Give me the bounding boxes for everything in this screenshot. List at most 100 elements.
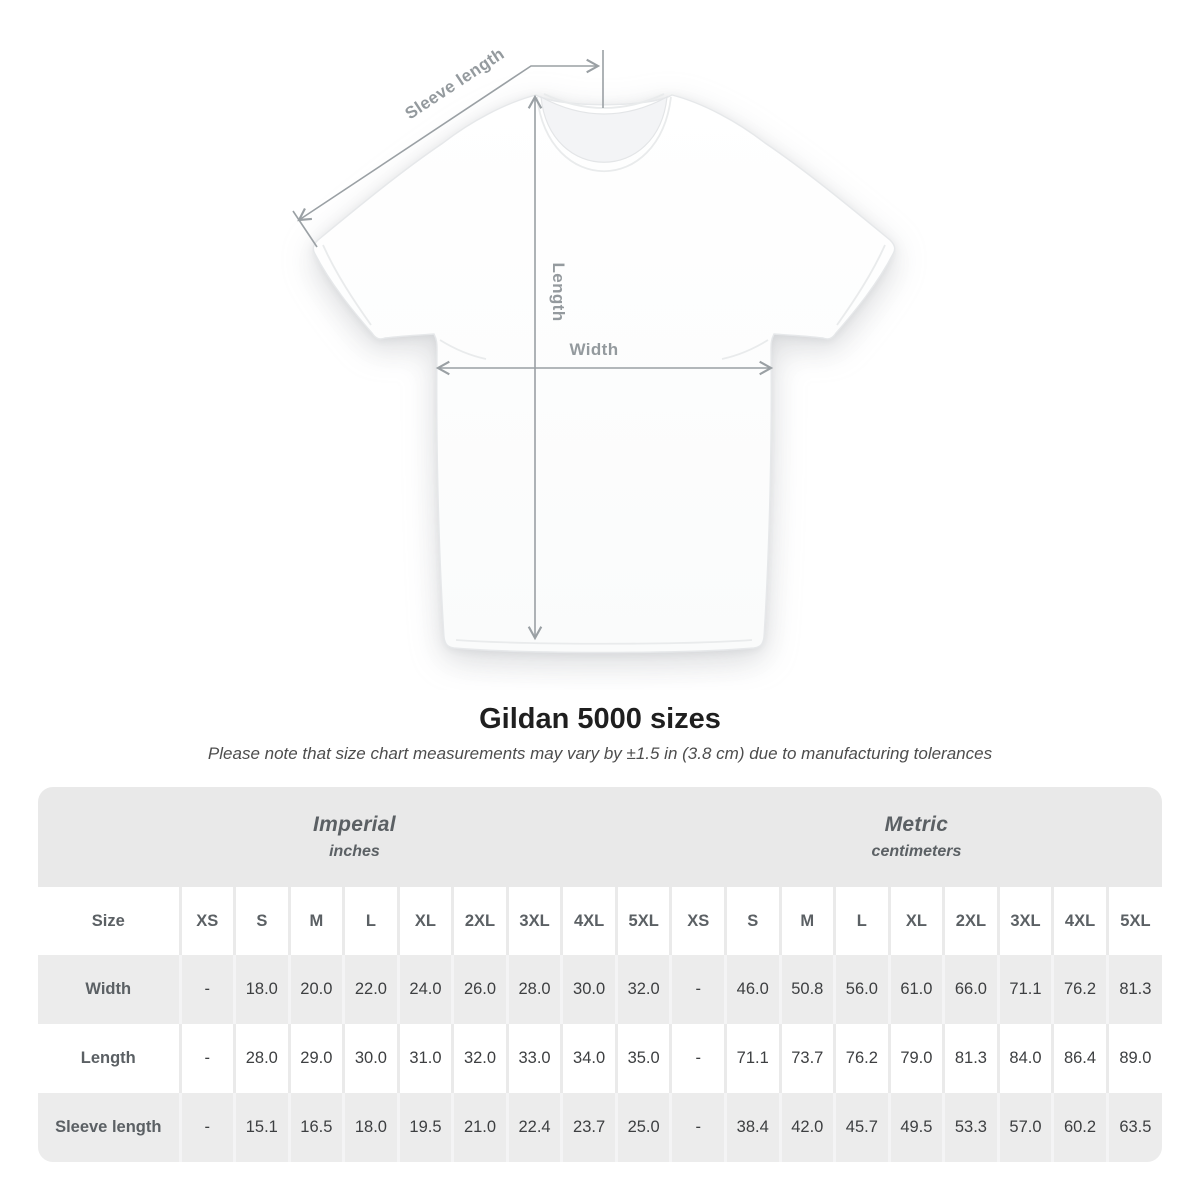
right-cuff-seam [836,244,886,326]
imperial-xl-sleeve-length: 19.5 [396,1093,453,1162]
imperial-size-header-4xl: 4XL [560,887,617,955]
metric-xs-sleeve-length: - [669,1093,726,1162]
metric-m-sleeve-length: 42.0 [778,1093,835,1162]
metric-size-header-s: S [723,887,781,955]
metric-l-sleeve-length: 45.7 [833,1093,890,1162]
tolerance-note: Please note that size chart measurements… [207,744,993,763]
left-cuff-seam [322,244,372,326]
imperial-5xl-width: 32.0 [614,955,671,1024]
imperial-m-width: 20.0 [287,955,344,1024]
imperial-size-header-xs: XS [178,887,235,955]
imperial-size-header-m: M [287,887,344,955]
imperial-xs-length: - [178,1024,235,1093]
imperial-size-header-3xl: 3XL [505,887,562,955]
size-chart-table: Imperial inches Metric centimeters Size … [38,787,1162,1162]
unit-group-row: Imperial inches Metric centimeters [38,787,1162,887]
size-chart-card: Imperial inches Metric centimeters Size … [38,787,1162,1162]
imperial-4xl-length: 34.0 [560,1024,617,1093]
size-header-row: Size XS S M L XL 2XL 3XL 4XL 5XL XS S M L XL 2XL 3XL 4XL… [38,887,1162,955]
metric-5xl-length: 89.0 [1105,1024,1162,1093]
row-label-sleeve-length: Sleeve length [55,1118,162,1136]
metric-xl-width: 61.0 [887,955,944,1024]
metric-size-header-5xl: 5XL [1105,887,1162,955]
metric-2xl-sleeve-length: 53.3 [942,1093,999,1162]
imperial-xs-width: - [178,955,235,1024]
imperial-4xl-width: 30.0 [560,955,617,1024]
measurement-annotations [292,50,774,641]
left-armpit-crease [439,339,487,360]
metric-5xl-sleeve-length: 63.5 [1105,1093,1162,1162]
imperial-2xl-width: 26.0 [451,955,508,1024]
metric-l-width: 56.0 [833,955,890,1024]
imperial-l-sleeve-length: 18.0 [342,1093,399,1162]
imperial-size-header-xl: XL [396,887,453,955]
size-column-header: Size [38,887,180,955]
metric-3xl-width: 71.1 [996,955,1053,1024]
tshirt-illustration [292,50,896,654]
imperial-xl-width: 24.0 [396,955,453,1024]
bottom-hem-seam [455,639,753,645]
imperial-m-length: 29.0 [287,1024,344,1093]
imperial-xs-sleeve-length: - [178,1093,235,1162]
metric-size-header-l: L [833,887,890,955]
tshirt-outline [312,94,896,654]
imperial-l-length: 30.0 [342,1024,399,1093]
tshirt-shape [312,93,896,654]
imperial-size-header-2xl: 2XL [451,887,508,955]
imperial-2xl-length: 32.0 [451,1024,508,1093]
imperial-label: Imperial [312,813,396,836]
imperial-m-sleeve-length: 16.5 [287,1093,344,1162]
imperial-size-header-5xl: 5XL [614,887,671,955]
metric-xs-width: - [669,955,726,1024]
imperial-s-sleeve-length: 15.1 [233,1093,290,1162]
imperial-s-width: 18.0 [233,955,290,1024]
length-label: Length [549,262,568,322]
sleeve-length-arrow [297,58,601,222]
imperial-size-header-s: S [233,887,290,955]
row-length: Length -28.0 29.0 30.0 31.0 32.0 33.0 34.0 35.0-… [38,1024,1162,1093]
metric-2xl-length: 81.3 [942,1024,999,1093]
metric-2xl-width: 66.0 [942,955,999,1024]
metric-size-header-xl: XL [887,887,944,955]
imperial-group-header: Imperial inches [38,787,671,887]
metric-s-sleeve-length: 38.4 [723,1093,781,1162]
metric-4xl-width: 76.2 [1051,955,1108,1024]
imperial-3xl-length: 33.0 [505,1024,562,1093]
sleeve-extension-tick [292,210,318,248]
metric-4xl-length: 86.4 [1051,1024,1108,1093]
metric-size-header-2xl: 2XL [942,887,999,955]
imperial-size-header-l: L [342,887,399,955]
imperial-3xl-sleeve-length: 22.4 [505,1093,562,1162]
tshirt-measurement-diagram: Sleeve length Length Width [292,44,896,654]
imperial-xl-length: 31.0 [396,1024,453,1093]
row-label-width: Width [85,980,132,998]
metric-s-width: 46.0 [723,955,781,1024]
metric-xl-sleeve-length: 49.5 [887,1093,944,1162]
imperial-l-width: 22.0 [342,955,399,1024]
imperial-5xl-sleeve-length: 25.0 [614,1093,671,1162]
metric-group-header: Metric centimeters [670,787,1162,887]
metric-5xl-width: 81.3 [1105,955,1162,1024]
imperial-unit: inches [329,843,380,860]
metric-m-length: 73.7 [778,1024,835,1093]
metric-size-header-xs: XS [669,887,726,955]
metric-size-header-3xl: 3XL [996,887,1053,955]
metric-l-length: 76.2 [833,1024,890,1093]
metric-s-length: 71.1 [723,1024,781,1093]
imperial-2xl-sleeve-length: 21.0 [451,1093,508,1162]
page-title: Gildan 5000 sizes [479,703,721,735]
imperial-4xl-sleeve-length: 23.7 [560,1093,617,1162]
metric-size-header-4xl: 4XL [1051,887,1108,955]
metric-xs-length: - [669,1024,726,1093]
imperial-s-length: 28.0 [233,1024,290,1093]
imperial-5xl-length: 35.0 [614,1024,671,1093]
metric-3xl-sleeve-length: 57.0 [996,1093,1053,1162]
metric-m-width: 50.8 [778,955,835,1024]
imperial-3xl-width: 28.0 [505,955,562,1024]
metric-3xl-length: 84.0 [996,1024,1053,1093]
metric-unit: centimeters [871,843,962,860]
metric-size-header-m: M [778,887,835,955]
row-sleeve-length: Sleeve length -15.1 16.5 18.0 19.5 21.0 22.4 23… [38,1093,1162,1162]
right-armpit-crease [721,339,769,360]
width-label: Width [569,340,619,359]
